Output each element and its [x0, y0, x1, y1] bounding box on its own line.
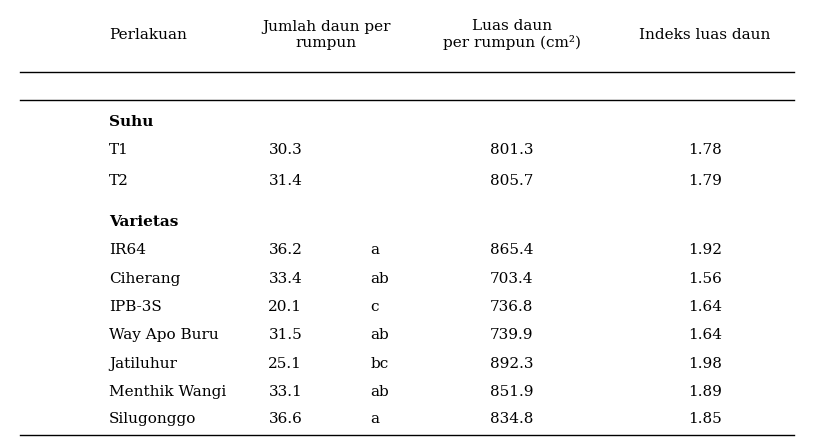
Text: 1.64: 1.64	[688, 300, 722, 314]
Text: Perlakuan: Perlakuan	[109, 28, 186, 42]
Text: ab: ab	[370, 328, 389, 342]
Text: 20.1: 20.1	[269, 300, 302, 314]
Text: T2: T2	[109, 174, 129, 188]
Text: 892.3: 892.3	[490, 357, 533, 371]
Text: bc: bc	[370, 357, 389, 371]
Text: ab: ab	[370, 385, 389, 399]
Text: 1.79: 1.79	[688, 174, 722, 188]
Text: 33.4: 33.4	[269, 272, 302, 285]
Text: 33.1: 33.1	[269, 385, 302, 399]
Text: Ciherang: Ciherang	[109, 272, 180, 285]
Text: 1.78: 1.78	[688, 143, 722, 157]
Text: 805.7: 805.7	[490, 174, 533, 188]
Text: a: a	[370, 243, 380, 258]
Text: 703.4: 703.4	[490, 272, 533, 285]
Text: Suhu: Suhu	[109, 115, 153, 129]
Text: 1.98: 1.98	[688, 357, 722, 371]
Text: 1.89: 1.89	[688, 385, 722, 399]
Text: Menthik Wangi: Menthik Wangi	[109, 385, 226, 399]
Text: IPB-3S: IPB-3S	[109, 300, 162, 314]
Text: ab: ab	[370, 272, 389, 285]
Text: Luas daun
per rumpun (cm²): Luas daun per rumpun (cm²)	[443, 19, 580, 50]
Text: Varietas: Varietas	[109, 215, 178, 229]
Text: 31.4: 31.4	[269, 174, 302, 188]
Text: 30.3: 30.3	[269, 143, 302, 157]
Text: 36.6: 36.6	[269, 412, 302, 426]
Text: 36.2: 36.2	[269, 243, 302, 258]
Text: 801.3: 801.3	[490, 143, 533, 157]
Text: Silugonggo: Silugonggo	[109, 412, 196, 426]
Text: 31.5: 31.5	[269, 328, 302, 342]
Text: Jatiluhur: Jatiluhur	[109, 357, 177, 371]
Text: c: c	[370, 300, 379, 314]
Text: Jumlah daun per
rumpun: Jumlah daun per rumpun	[262, 20, 391, 50]
Text: 1.85: 1.85	[688, 412, 722, 426]
Text: 25.1: 25.1	[269, 357, 302, 371]
Text: Indeks luas daun: Indeks luas daun	[640, 28, 771, 42]
Text: Way Apo Buru: Way Apo Buru	[109, 328, 219, 342]
Text: T1: T1	[109, 143, 129, 157]
Text: 1.92: 1.92	[688, 243, 722, 258]
Text: a: a	[370, 412, 380, 426]
Text: 739.9: 739.9	[490, 328, 533, 342]
Text: 865.4: 865.4	[490, 243, 533, 258]
Text: 736.8: 736.8	[490, 300, 533, 314]
Text: 851.9: 851.9	[490, 385, 533, 399]
Text: IR64: IR64	[109, 243, 146, 258]
Text: 834.8: 834.8	[490, 412, 533, 426]
Text: 1.64: 1.64	[688, 328, 722, 342]
Text: 1.56: 1.56	[688, 272, 722, 285]
